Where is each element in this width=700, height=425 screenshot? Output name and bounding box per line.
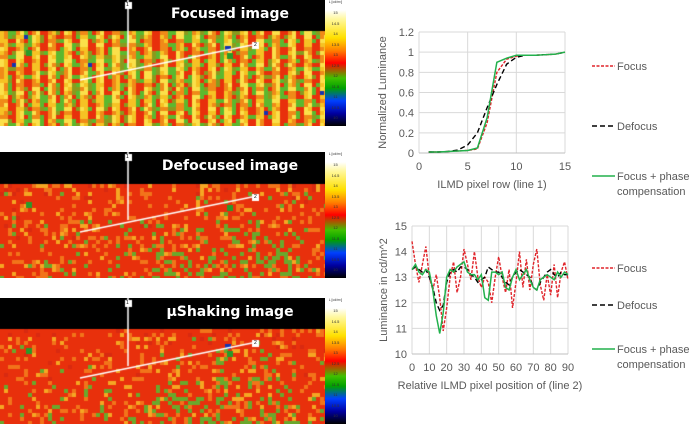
- colorbar-label: 13.5: [331, 41, 340, 47]
- colorbar-label: 14.5: [331, 172, 340, 178]
- x-tick-label: 10: [423, 362, 435, 374]
- line2-marker: 2: [254, 42, 257, 48]
- series-line-focus-phase-compensation: [411, 260, 569, 334]
- legend-label: Focus: [617, 61, 647, 73]
- series-line-defocus: [411, 265, 568, 312]
- line1-marker: 1: [126, 2, 129, 8]
- y-tick-label: 0.6: [399, 88, 414, 100]
- y-tick-label: 0.2: [399, 128, 414, 140]
- colorbar-label: 15: [333, 308, 338, 313]
- heatmap-panel-shaking: 1 2 µShaking image L [cd/m²] 15 14.5 14 13.5 13 1…: [0, 298, 346, 424]
- colorbar-label: 11.5: [331, 83, 340, 89]
- y-tick-label: 1.2: [399, 27, 414, 39]
- x-tick-label: 20: [441, 362, 453, 374]
- x-tick-label: 40: [475, 362, 487, 374]
- panel-title: Defocused image: [161, 158, 299, 174]
- colorbar-label: 12: [333, 73, 338, 78]
- x-tick-label: 60: [510, 362, 522, 374]
- x-tick-label: 5: [465, 161, 471, 173]
- line1-marker: 1: [126, 154, 129, 160]
- colorbar-label: 11.5: [331, 381, 340, 387]
- y-tick-label: 15: [395, 221, 407, 233]
- legend-label: Defocus: [617, 121, 658, 133]
- colorbar-unit: L [cd/m²]: [328, 0, 343, 4]
- colorbar-label: 10.5: [331, 402, 340, 408]
- y-tick-label: 11: [396, 323, 407, 335]
- colorbar-label: 10: [333, 413, 338, 418]
- x-tick-label: 80: [545, 362, 557, 374]
- colorbar-label: 10: [333, 267, 338, 272]
- series-line-defocus: [428, 51, 566, 153]
- luminance-image: [0, 0, 325, 126]
- colorbar-label: 11: [333, 94, 338, 99]
- colorbar-label: 14: [333, 329, 338, 334]
- x-tick-label: 0: [409, 362, 415, 374]
- x-tick-label: 0: [416, 161, 422, 173]
- colorbar-label: 11: [333, 392, 338, 397]
- colorbar-label: 13: [333, 350, 338, 355]
- legend-label: Defocus: [617, 300, 658, 312]
- colorbar: L [cd/m²] 15 14.5 14 13.5 13 12.5 12 11.5 11 10.5 1…: [325, 0, 346, 126]
- series-line-focus: [411, 241, 569, 332]
- colorbar-label: 14.5: [331, 318, 340, 324]
- luminance-image: [0, 298, 325, 424]
- colorbar-label: 12.5: [331, 360, 340, 366]
- colorbar-unit: L [cd/m²]: [328, 298, 343, 302]
- y-axis-label: Normalized Luminance: [377, 36, 389, 149]
- line1-marker: 1: [126, 300, 129, 306]
- colorbar-unit: L [cd/m²]: [328, 152, 343, 156]
- y-tick-label: 0.8: [399, 67, 414, 79]
- y-tick-label: 1: [408, 47, 414, 59]
- line2-marker: 2: [254, 194, 257, 200]
- y-tick-label: 12: [395, 298, 407, 310]
- colorbar-label: 10.5: [331, 104, 340, 110]
- heatmap-panel-defocused: 1 2 Defocused image L [cd/m²] 15 14.5 14 13.5 13…: [0, 152, 346, 278]
- colorbar: L [cd/m²] 15 14.5 14 13.5 13 12.5 12 11.5 11 10.5 1…: [325, 298, 346, 424]
- x-axis-label: Relative ILMD pixel position of (line 2): [398, 380, 583, 392]
- heatmap-panel-focused: 1 2 Focused image L [cd/m²] 15 14.5 14 13.5 13 12…: [0, 0, 346, 126]
- panel-title: µShaking image: [166, 304, 294, 320]
- x-tick-label: 15: [559, 161, 571, 173]
- colorbar-label: 15: [333, 10, 338, 15]
- x-tick-label: 30: [458, 362, 470, 374]
- colorbar-label: 10.5: [331, 256, 340, 262]
- colorbar-label: 11.5: [331, 235, 340, 241]
- x-tick-label: 50: [493, 362, 505, 374]
- colorbar-label: 15: [333, 162, 338, 167]
- legend-label: Focus + phase compensation: [617, 171, 689, 198]
- panel-title: Focused image: [171, 6, 289, 22]
- colorbar-label: 14: [333, 183, 338, 188]
- colorbar-label: 14: [333, 31, 338, 36]
- x-tick-label: 70: [527, 362, 539, 374]
- colorbar-label: 14.5: [331, 20, 340, 26]
- colorbar-label: 13: [333, 204, 338, 209]
- colorbar-label: 12: [333, 371, 338, 376]
- x-tick-label: 10: [510, 161, 522, 173]
- colorbar: L [cd/m²] 15 14.5 14 13.5 13 12.5 12 11.5 11 10.5 1…: [325, 152, 346, 278]
- y-tick-label: 0.4: [399, 108, 414, 120]
- colorbar-label: 12.5: [331, 214, 340, 220]
- legend-label: Focus + phase compensation: [617, 344, 689, 371]
- colorbar-label: 12: [333, 225, 338, 230]
- colorbar-label: 13: [333, 52, 338, 57]
- x-tick-label: 90: [562, 362, 574, 374]
- colorbar-label: 12.5: [331, 62, 340, 68]
- colorbar-label: 13.5: [331, 339, 340, 345]
- series-line-focus-phase-compensation: [428, 51, 566, 153]
- y-tick-label: 10: [395, 349, 407, 361]
- y-tick-label: 14: [395, 247, 407, 259]
- colorbar-label: 11: [333, 246, 338, 251]
- legend-label: Focus: [617, 263, 647, 275]
- line2-marker: 2: [254, 340, 257, 346]
- x-axis-label: ILMD pixel row (line 1): [437, 179, 546, 191]
- y-tick-label: 0: [408, 148, 414, 160]
- colorbar-label: 13.5: [331, 193, 340, 199]
- y-tick-label: 13: [395, 272, 407, 284]
- series-line-focus: [428, 51, 566, 153]
- colorbar-label: 10: [333, 115, 338, 120]
- luminance-image: [0, 152, 325, 278]
- y-axis-label: Luminance in cd/m^2: [378, 238, 390, 342]
